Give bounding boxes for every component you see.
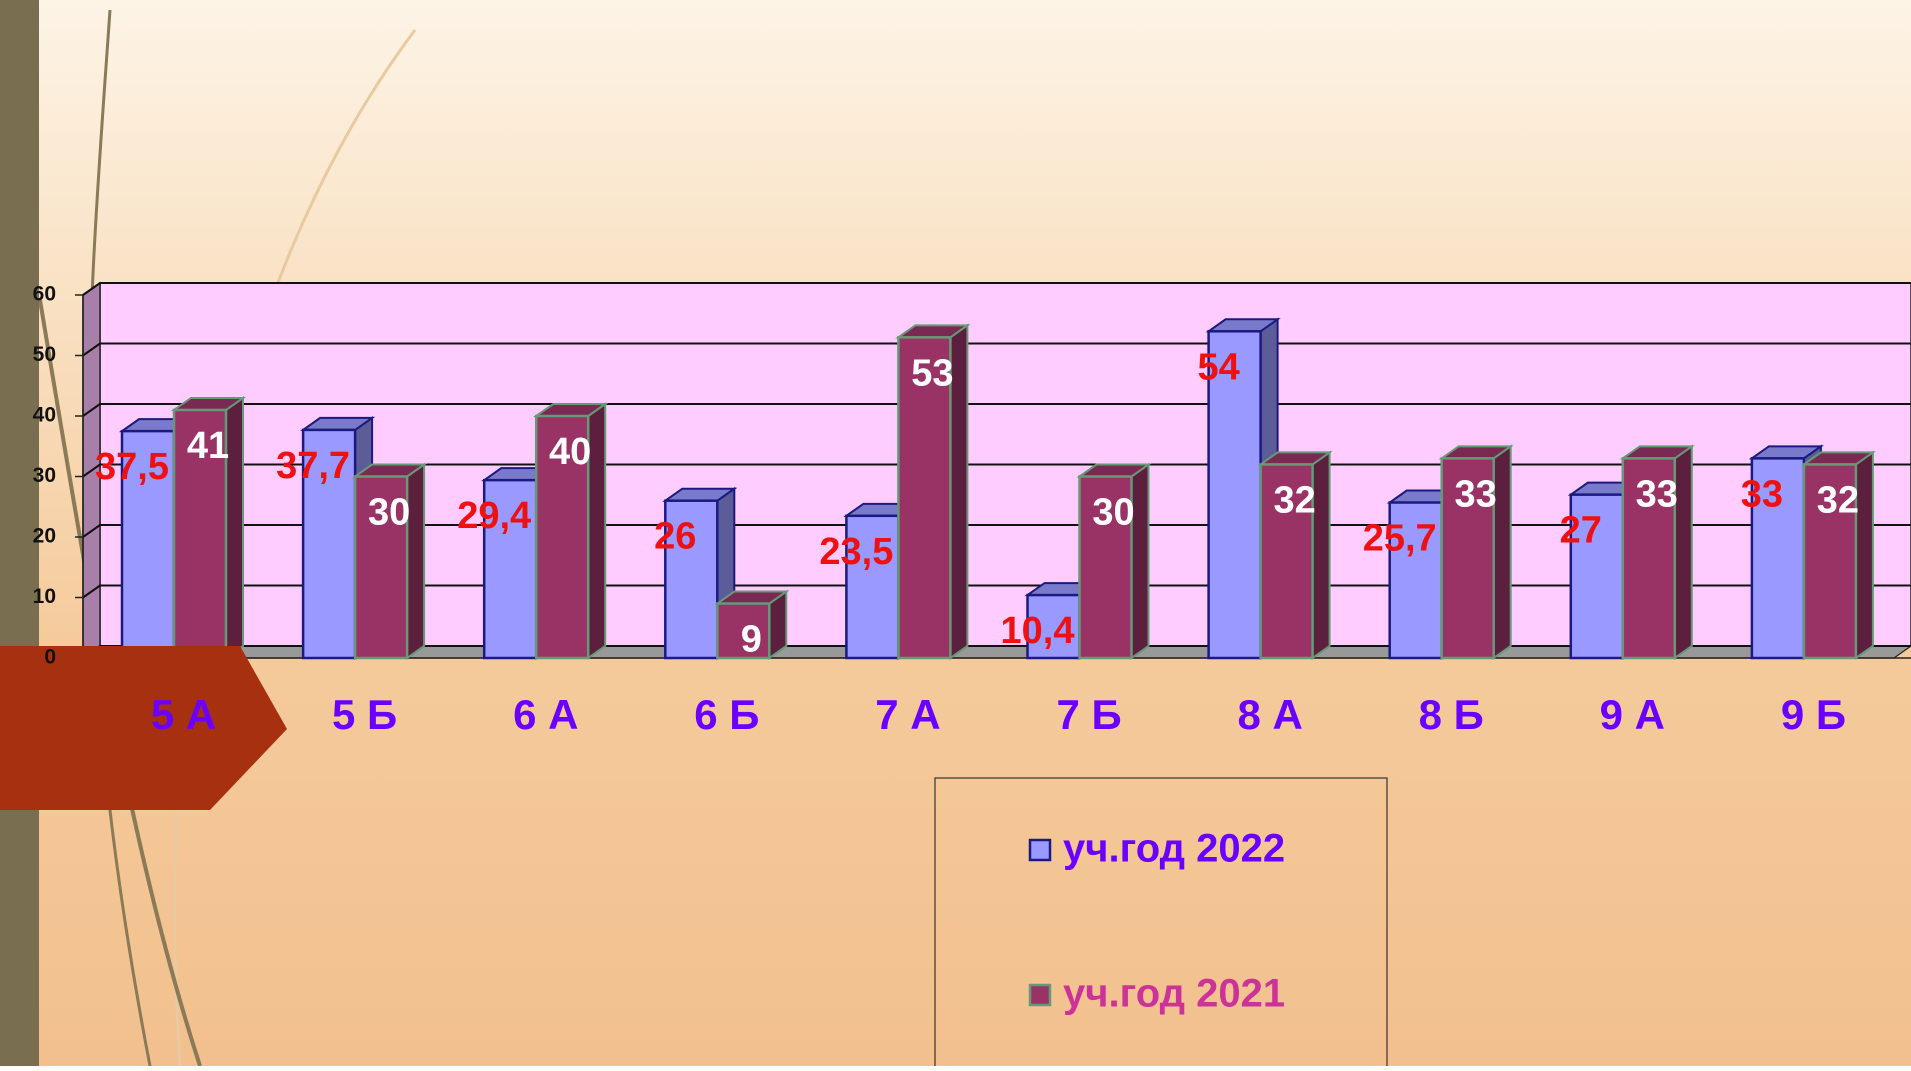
- value-label: 40: [549, 431, 591, 473]
- value-label: 27: [1560, 510, 1602, 552]
- x-tick-label: 7 А: [875, 691, 940, 738]
- y-tick-label: 20: [33, 525, 56, 548]
- y-tick-label: 50: [33, 343, 56, 366]
- legend-marker: [1030, 840, 1050, 860]
- x-tick-label: 5 А: [151, 691, 216, 738]
- value-label: 26: [654, 516, 696, 558]
- plot-area: [75, 283, 1911, 658]
- value-label: 23,5: [819, 531, 893, 573]
- page: 0 10 20 30 40 50 60 5 А 37,5 41 5 Б 37,7 30 6 А 29,4 40…: [0, 0, 1911, 1066]
- value-label: 9: [741, 619, 762, 661]
- value-label: 10,4: [1001, 610, 1075, 652]
- y-tick-label: 60: [33, 283, 56, 306]
- chart: 0 10 20 30 40 50 60 5 А 37,5 41 5 Б 37,7 30 6 А 29,4 40…: [0, 0, 1911, 1066]
- x-tick-label: 9 А: [1600, 691, 1665, 738]
- legend-label: уч.год 2022: [1063, 827, 1285, 871]
- y-tick-label: 30: [33, 464, 56, 487]
- value-label: 32: [1817, 479, 1859, 521]
- value-label: 53: [911, 352, 953, 394]
- value-label: 54: [1197, 346, 1239, 388]
- y-tick-label: 40: [33, 404, 56, 427]
- x-tick-label: 6 Б: [694, 691, 759, 738]
- x-tick-label: 8 Б: [1419, 691, 1484, 738]
- value-label: 41: [187, 425, 229, 467]
- x-tick-label: 5 Б: [332, 691, 397, 738]
- value-label: 33: [1455, 473, 1497, 515]
- value-label: 32: [1273, 479, 1315, 521]
- value-label: 30: [1092, 492, 1134, 534]
- value-label: 29,4: [457, 495, 531, 537]
- value-label: 37,5: [95, 446, 169, 488]
- legend-marker: [1030, 985, 1050, 1005]
- x-tick-label: 6 А: [513, 691, 578, 738]
- y-tick-label: 10: [33, 585, 56, 608]
- x-tick-label: 9 Б: [1781, 691, 1846, 738]
- value-label: 30: [368, 492, 410, 534]
- value-label: 33: [1741, 473, 1783, 515]
- x-tick-label: 8 А: [1237, 691, 1302, 738]
- y-tick-label: 0: [44, 646, 56, 669]
- value-label: 33: [1636, 473, 1678, 515]
- value-label: 25,7: [1363, 518, 1437, 560]
- legend-label: уч.год 2021: [1063, 972, 1285, 1016]
- x-tick-label: 7 Б: [1056, 691, 1121, 738]
- value-label: 37,7: [276, 445, 350, 487]
